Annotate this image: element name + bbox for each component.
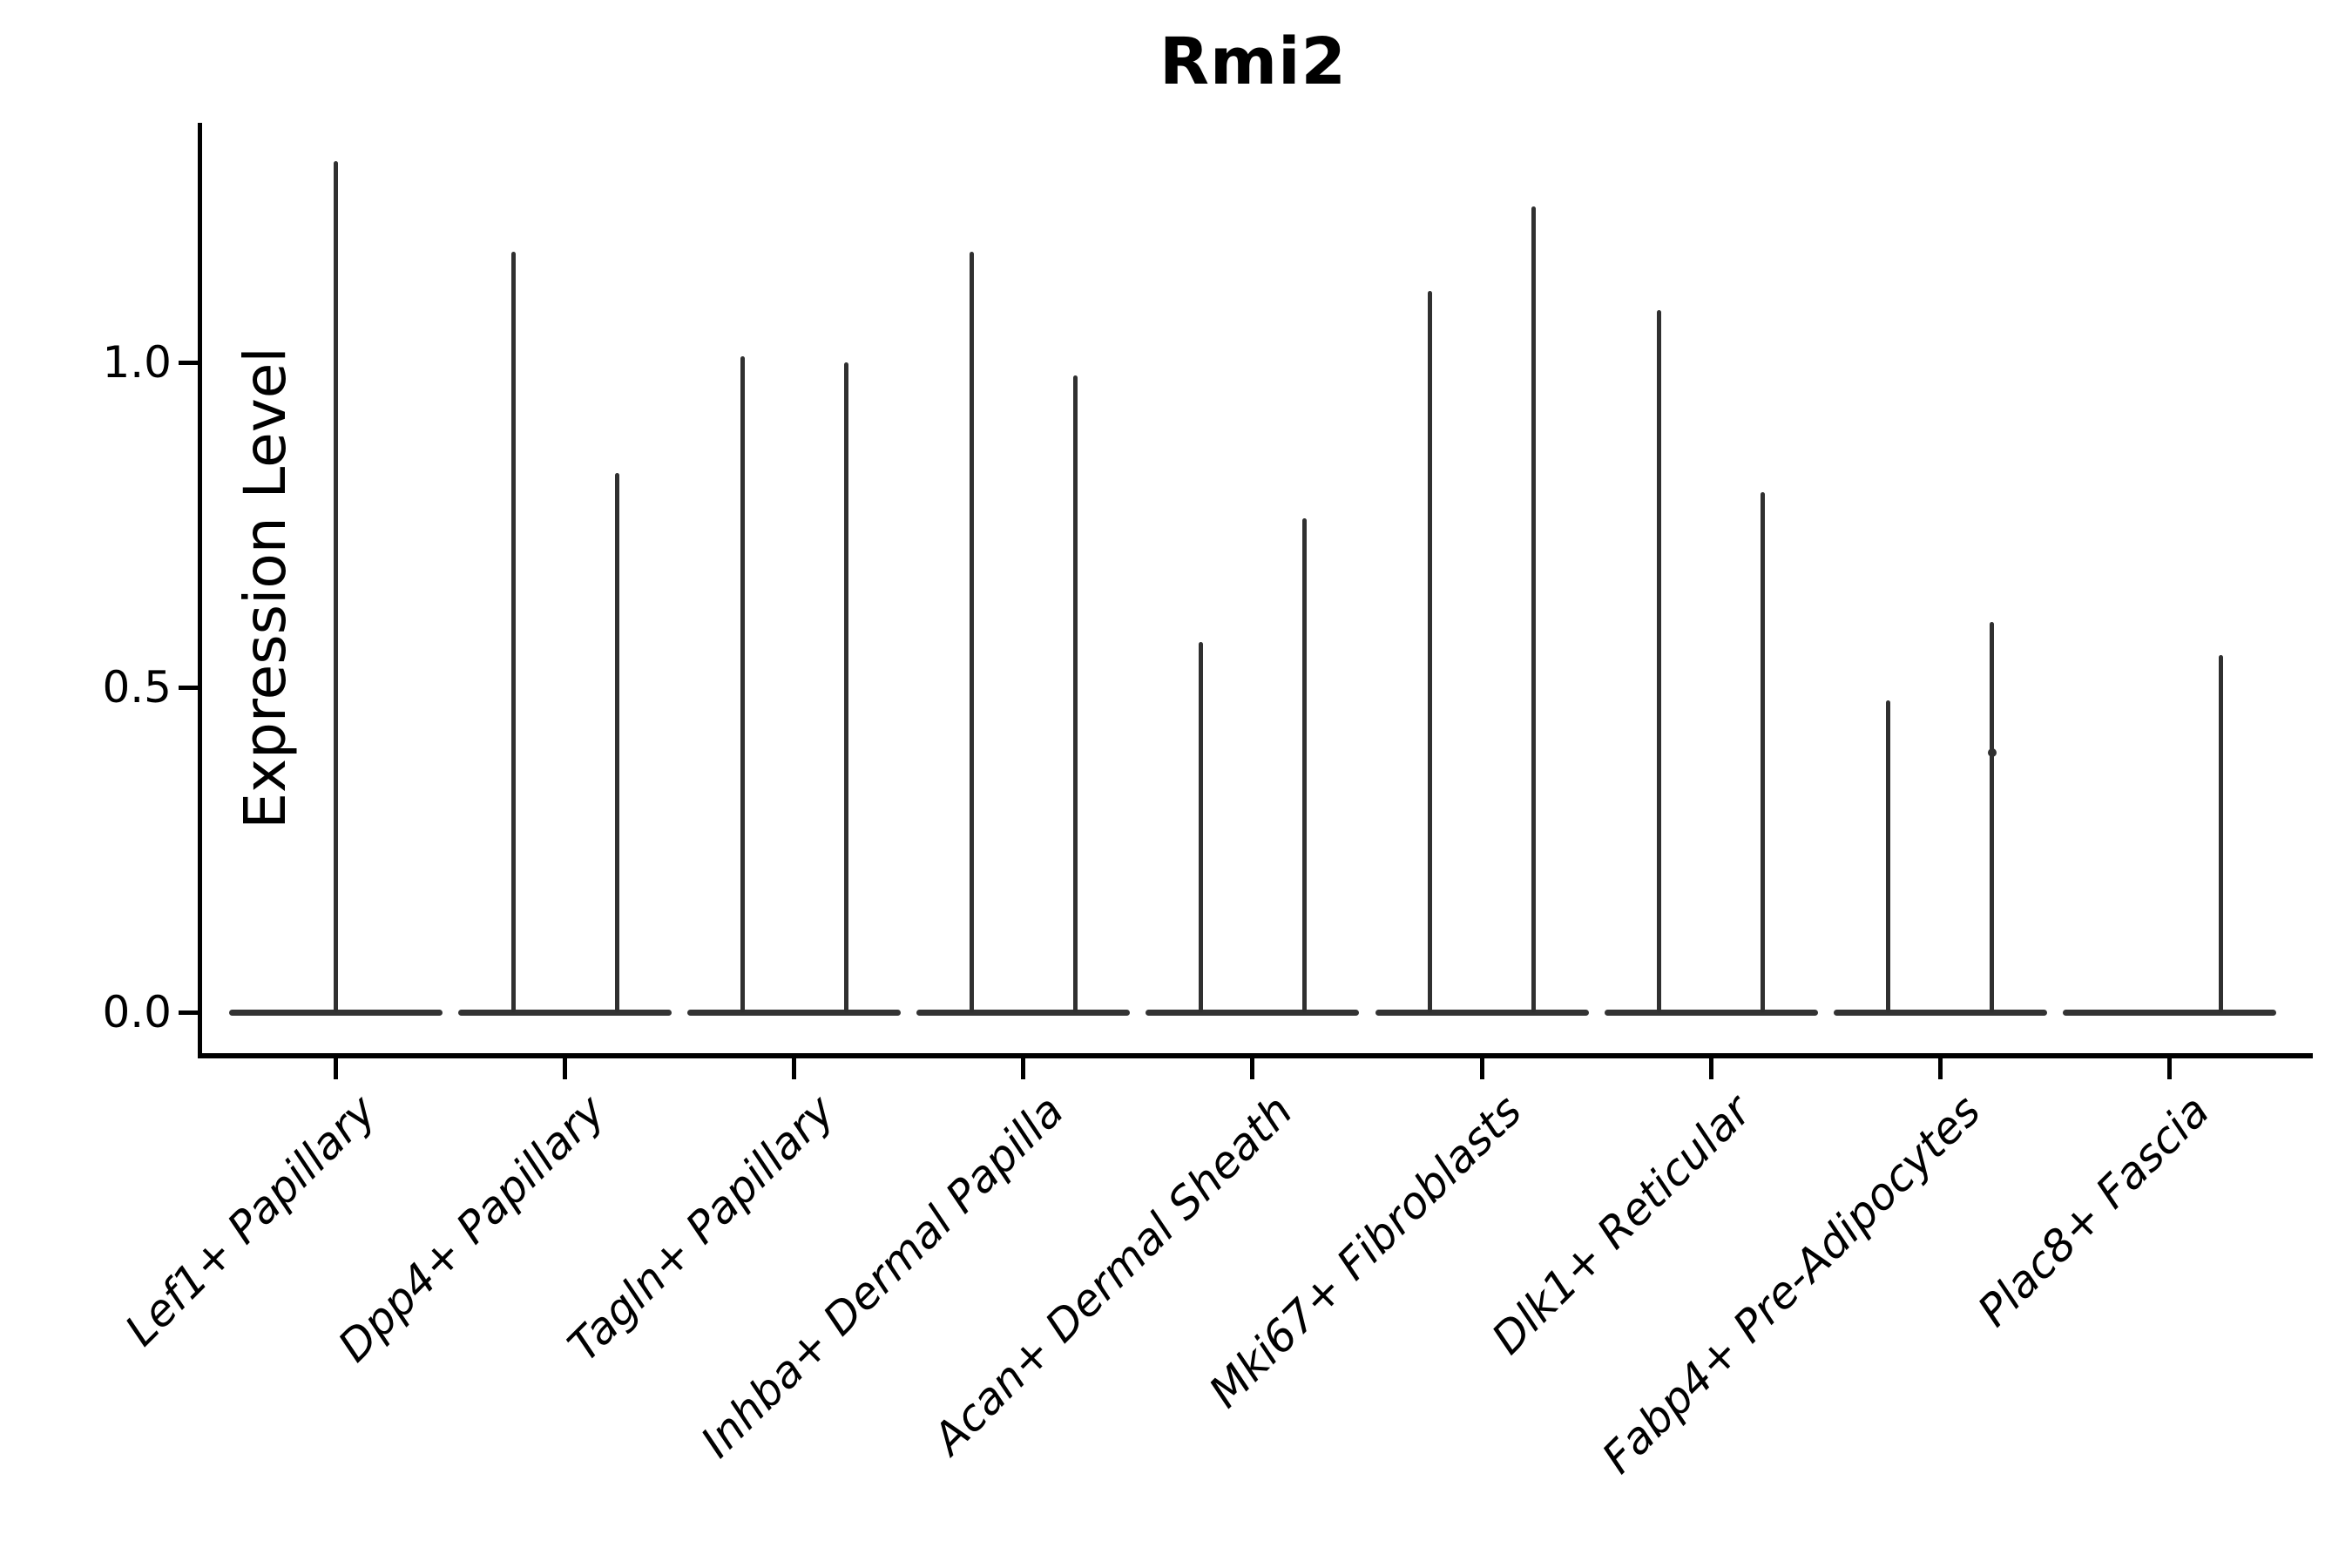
x-tick-mark (563, 1058, 568, 1079)
violin-spike (1198, 641, 1203, 1012)
y-tick-mark (179, 685, 198, 690)
x-tick-mark (1708, 1058, 1713, 1079)
violin-spike (969, 252, 974, 1012)
zero-density-violin-body (1375, 1009, 1589, 1016)
x-tick-label: Lef1+ Papillary (115, 1085, 386, 1356)
y-tick-mark (179, 1010, 198, 1015)
zero-density-violin-body (1604, 1009, 1818, 1016)
violin-spike (843, 362, 848, 1012)
zero-density-violin-body (687, 1009, 902, 1016)
violin-spike (1886, 700, 1891, 1012)
x-tick-mark (2166, 1058, 2172, 1079)
violin-spike (614, 472, 619, 1012)
violin-spike (2219, 654, 2224, 1012)
violin-spike (1990, 622, 1995, 1012)
violin-spike (510, 252, 516, 1012)
y-tick-label: 0.5 (102, 662, 172, 713)
zero-density-violin-body (229, 1009, 443, 1016)
spike-data-point (1987, 747, 1997, 757)
violin-spike (334, 160, 338, 1012)
violin-spike (1531, 206, 1536, 1012)
x-tick-mark (334, 1058, 338, 1079)
violin-spike (1072, 375, 1078, 1012)
x-tick-mark (1479, 1058, 1484, 1079)
zero-density-violin-body (458, 1009, 672, 1016)
x-tick-label: Plac8+ Fascia (1968, 1085, 2220, 1336)
y-axis-spine (198, 123, 202, 1058)
x-tick-mark (792, 1058, 797, 1079)
zero-density-violin-body (2062, 1009, 2276, 1016)
x-tick-mark (1021, 1058, 1026, 1079)
x-tick-mark (1937, 1058, 1943, 1079)
violin-spike (1657, 310, 1662, 1012)
x-axis-spine (198, 1053, 2313, 1058)
violin-spike (1428, 290, 1432, 1012)
zero-density-violin-body (1833, 1009, 2047, 1016)
y-axis-label: Expression Level (232, 347, 300, 829)
x-tick-label: Inhba+ Dermal Papilla (691, 1085, 1073, 1468)
x-tick-mark (1250, 1058, 1255, 1079)
y-tick-label: 1.0 (102, 337, 172, 388)
chart-title: Rmi2 (1159, 24, 1347, 99)
violin-spike (1301, 518, 1307, 1012)
y-tick-mark (179, 360, 198, 365)
zero-density-violin-body (1146, 1009, 1360, 1016)
violin-spike (1761, 492, 1766, 1012)
y-tick-label: 0.0 (102, 987, 172, 1037)
violin-spike (740, 355, 745, 1012)
zero-density-violin-body (916, 1009, 1131, 1016)
x-tick-label: Fabp4+ Pre-Adipocytes (1592, 1085, 1990, 1484)
